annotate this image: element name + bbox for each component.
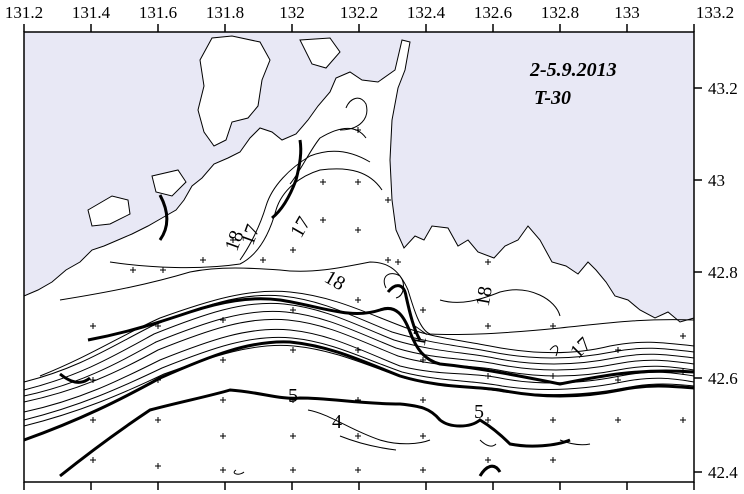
coast-detail [151,169,187,197]
x-tick-label: 131.2 [5,3,43,22]
thin-contours [23,97,695,475]
contour-label: 17 [408,325,433,349]
contour-label: 4 [332,411,342,433]
x-tick-label: 133.2 [696,3,734,22]
y-tick-label: 43.2 [708,79,738,98]
x-tick-label: 132.2 [340,3,378,22]
x-tick-label: 131.4 [72,3,111,22]
x-axis-ticks [23,24,695,490]
coast-detail [299,37,341,69]
x-tick-label: 131.6 [139,3,177,22]
y-tick-label: 42.6 [708,369,738,388]
y-tick-label: 43 [708,171,725,190]
contour-label: 5 [474,401,484,423]
x-tick-label: 132.4 [407,3,446,22]
x-tick-label: 132 [279,3,305,22]
land-area [23,31,695,323]
x-tick-label: 132.6 [474,3,512,22]
y-tick-label: 42.4 [708,463,738,482]
map-title-variable: T-30 [534,87,571,109]
coast-detail [197,35,271,147]
contour-label: 18 [472,285,497,309]
thick-contours [23,139,695,478]
x-tick-label: 131.8 [206,3,244,22]
y-axis-ticks [694,87,702,473]
y-axis-labels: 43.2 43 42.8 42.6 42.4 [708,79,738,482]
station-markers [90,127,686,473]
map-title-date: 2-5.9.2013 [529,59,617,81]
y-tick-label: 42.8 [708,263,738,282]
x-tick-label: 133 [614,3,640,22]
x-axis-labels: 131.2 131.4 131.6 131.8 132 132.2 132.4 … [5,3,734,22]
coast-detail [87,195,131,227]
contour-label: 5 [288,385,298,407]
x-tick-label: 132.8 [541,3,579,22]
